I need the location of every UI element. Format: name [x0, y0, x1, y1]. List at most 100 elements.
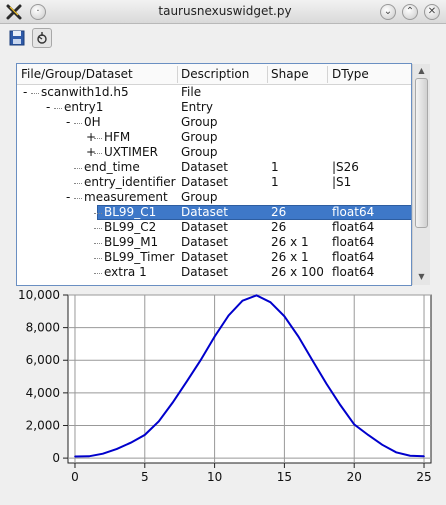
- tree-item-name: UXTIMER: [104, 145, 158, 160]
- tree-row[interactable]: BL99_M1 Dataset 26 x 1 float64: [17, 235, 412, 250]
- data-point: [423, 456, 425, 458]
- plot-canvas: [68, 295, 431, 463]
- tree-connector-line: [94, 228, 102, 229]
- data-point: [339, 404, 341, 406]
- tree-item-description: Group: [181, 145, 218, 160]
- tree-connector-line: [74, 168, 82, 169]
- tree-item-dtype: float64: [332, 220, 374, 235]
- tree-row[interactable]: - scanwith1d.h5 File: [17, 85, 412, 100]
- tree-row[interactable]: end_time Dataset 1 |S26: [17, 160, 412, 175]
- plot-area[interactable]: 0 5 10 15 20 25 0 2,000 4,000 6,000 8,000 10,000: [0, 289, 446, 505]
- tree-item-dtype: float64: [332, 205, 374, 220]
- x-tick-label: 5: [141, 470, 149, 484]
- tree-item-name: 0H: [84, 115, 101, 130]
- tree-item-shape: 26 x 1: [271, 250, 309, 265]
- save-icon[interactable]: [7, 28, 27, 48]
- tree-row[interactable]: -0H Group: [17, 115, 412, 130]
- y-tick-label: 0: [52, 451, 60, 465]
- title-bar: · taurusnexuswidget.py ⌄ ⌃ ✕: [0, 0, 446, 24]
- toolbar: [0, 25, 446, 51]
- tree-item-dtype: float64: [332, 235, 374, 250]
- tree-item-name: entry_identifier: [84, 175, 176, 190]
- tree-connector-line: [74, 198, 82, 199]
- data-point: [214, 336, 216, 338]
- y-tick-label: 8,000: [26, 321, 60, 335]
- tree-item-shape: 1: [271, 175, 279, 190]
- tree-item-name: BL99_C1: [104, 205, 156, 220]
- hdf5-tree-view[interactable]: File/Group/Dataset Description Shape DTy…: [16, 63, 412, 286]
- tree-item-dtype: |S26: [332, 160, 359, 175]
- tree-item-name: BL99_Timer: [104, 250, 175, 265]
- tree-item-shape: 26: [271, 220, 286, 235]
- tree-row[interactable]: extra 1 Dataset 26 x 100 float64: [17, 265, 412, 280]
- dot-icon[interactable]: ·: [30, 4, 46, 20]
- tree-row[interactable]: BL99_C1 Dataset 26 float64: [17, 205, 412, 220]
- data-point: [256, 295, 258, 297]
- tree-row[interactable]: BL99_Timer Dataset 26 x 1 float64: [17, 250, 412, 265]
- data-point: [367, 434, 369, 436]
- tree-connector-line: [94, 243, 102, 244]
- tree-row[interactable]: BL99_C2 Dataset 26 float64: [17, 220, 412, 235]
- tree-connector-line: [31, 93, 39, 94]
- tree-item-shape: 26 x 1: [271, 235, 309, 250]
- scrollbar-thumb[interactable]: [415, 78, 428, 228]
- tree-row[interactable]: - entry1 Entry: [17, 100, 412, 115]
- tree-item-description: Dataset: [181, 235, 228, 250]
- taurus-x-logo-icon: [5, 3, 23, 21]
- x-tick-label: 20: [347, 470, 362, 484]
- column-header-dtype[interactable]: DType: [332, 67, 369, 81]
- tree-connector-line: [94, 258, 102, 259]
- data-point: [172, 402, 174, 404]
- tree-row[interactable]: + UXTIMER Group: [17, 145, 412, 160]
- collapse-icon[interactable]: -: [66, 190, 70, 205]
- tree-connector-line: [94, 213, 102, 214]
- data-point: [88, 455, 90, 457]
- column-header-shape[interactable]: Shape: [271, 67, 309, 81]
- data-point: [298, 336, 300, 338]
- x-tick-label: 0: [71, 470, 79, 484]
- tree-item-dtype: float64: [332, 250, 374, 265]
- tree-item-description: Group: [181, 130, 218, 145]
- tree-row[interactable]: - measurement Group: [17, 190, 412, 205]
- data-point: [144, 434, 146, 436]
- y-tick-label: 6,000: [26, 353, 60, 367]
- data-point: [130, 442, 132, 444]
- close-button[interactable]: ✕: [424, 4, 440, 20]
- maximize-button[interactable]: ⌃: [402, 4, 418, 20]
- minimize-button[interactable]: ⌄: [380, 4, 396, 20]
- tree-item-description: Dataset: [181, 250, 228, 265]
- collapse-icon[interactable]: -: [46, 100, 50, 115]
- triangle-up-icon[interactable]: ▲: [413, 64, 430, 78]
- tree-item-shape: 1: [271, 160, 279, 175]
- tree-item-description: Dataset: [181, 205, 228, 220]
- data-point: [186, 381, 188, 383]
- data-point: [200, 359, 202, 361]
- mode-toggle-button[interactable]: [32, 28, 52, 48]
- tree-item-dtype: float64: [332, 265, 374, 280]
- x-tick-label: 10: [207, 470, 222, 484]
- collapse-icon[interactable]: -: [66, 115, 70, 130]
- tree-item-name: BL99_M1: [104, 235, 158, 250]
- column-header-name[interactable]: File/Group/Dataset: [21, 67, 133, 81]
- data-point: [242, 300, 244, 302]
- tree-item-description: Dataset: [181, 220, 228, 235]
- tree-item-description: Dataset: [181, 265, 228, 280]
- triangle-down-icon[interactable]: ▼: [413, 270, 430, 284]
- data-point: [395, 452, 397, 454]
- data-point: [284, 316, 286, 318]
- collapse-icon[interactable]: -: [23, 85, 27, 100]
- tree-item-name: extra 1: [104, 265, 147, 280]
- y-tick-label: 2,000: [26, 418, 60, 432]
- column-header-description[interactable]: Description: [181, 67, 249, 81]
- tree-item-name: BL99_C2: [104, 220, 156, 235]
- tree-item-name: scanwith1d.h5: [41, 85, 129, 100]
- tree-connector-line: [74, 183, 82, 184]
- y-tick-label: 4,000: [26, 386, 60, 400]
- tree-item-name: entry1: [64, 100, 103, 115]
- line-plot[interactable]: 0 5 10 15 20 25 0 2,000 4,000 6,000 8,000 10,000: [0, 289, 446, 505]
- tree-scrollbar[interactable]: ▲ ▼: [412, 64, 430, 285]
- tree-row[interactable]: entry_identifier Dataset 1 |S1: [17, 175, 412, 190]
- tree-connector-line: [94, 138, 102, 139]
- tree-header: File/Group/Dataset Description Shape DTy…: [17, 64, 412, 85]
- tree-row[interactable]: + HFM Group: [17, 130, 412, 145]
